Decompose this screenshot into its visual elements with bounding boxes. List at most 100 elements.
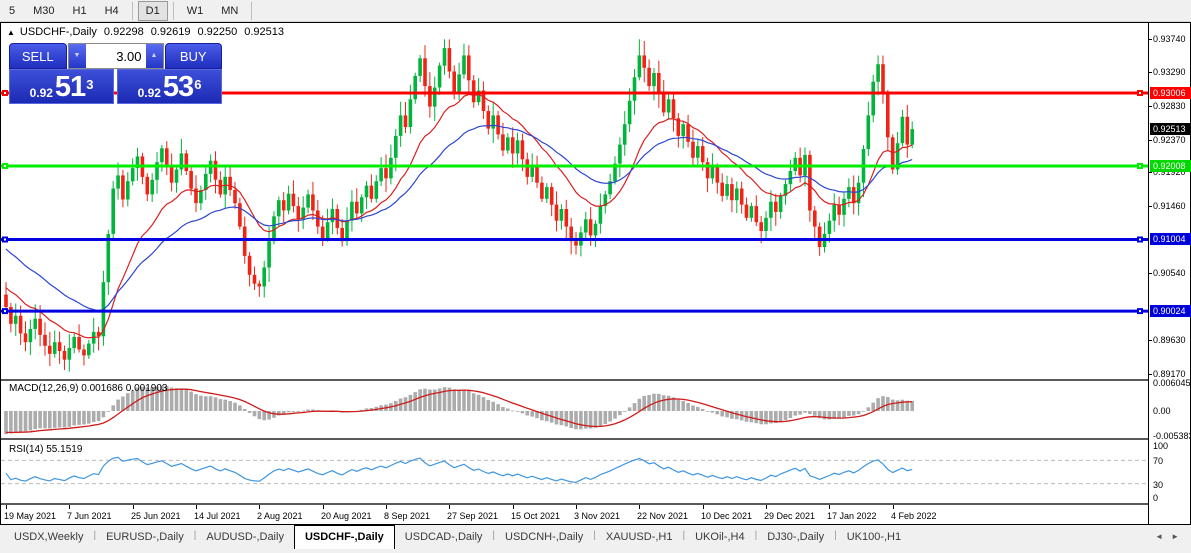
timeframe-button-MN[interactable]: MN [221, 4, 239, 17]
chart-window: 19 May 2021 7 Jun 2021 25 Jun 2021 14 Jul 2… [0, 22, 1191, 525]
tab-scroll-arrows: ◄ ► [1151, 532, 1183, 541]
volume-input[interactable] [85, 44, 146, 68]
date-axis-label: 8 Sep 2021 [384, 511, 431, 521]
date-axis-tick [829, 505, 830, 509]
price-tag-0.92513: 0.92513 [1150, 123, 1191, 135]
tab-uk100-h1[interactable]: UK100-,H1 [846, 531, 902, 543]
price-axis-label: 0.89170 [1153, 369, 1186, 379]
sell-price-box[interactable]: 0.92 51 3 [9, 69, 114, 104]
date-axis-tick [69, 505, 70, 509]
price-axis[interactable]: 0.93740 0.93290 0.92830 0.92370 0.91920 0.914… [1148, 23, 1191, 524]
toolbar-separator [172, 1, 174, 20]
rsi-axis-label: 70 [1153, 456, 1164, 466]
tab-scroll-left-icon[interactable]: ◄ [1155, 532, 1164, 541]
main-chart-svg[interactable] [1, 23, 1148, 379]
pane-separator[interactable] [1, 438, 1148, 440]
timeframe-button-H1[interactable]: H1 [72, 4, 87, 17]
date-axis-tick [893, 505, 894, 509]
date-axis-label: 15 Oct 2021 [511, 511, 561, 521]
plot-region[interactable]: 19 May 2021 7 Jun 2021 25 Jun 2021 14 Jul 2… [1, 23, 1148, 524]
tab-audusd-daily[interactable]: AUDUSD-,Daily [206, 531, 284, 543]
pane-separator[interactable] [1, 379, 1148, 381]
macd-label: MACD(12,26,9) 0.001686 0.001903 [9, 383, 167, 394]
price-axis-tick [1149, 273, 1152, 274]
date-axis[interactable]: 19 May 2021 7 Jun 2021 25 Jun 2021 14 Jul 2… [1, 505, 1148, 524]
macd-main-value: 0.001686 [81, 383, 123, 394]
toolbar-separator [131, 1, 133, 20]
tab-separator: | [682, 530, 686, 541]
date-axis-label: 29 Dec 2021 [764, 511, 816, 521]
rsi-axis-label: 30 [1153, 480, 1164, 490]
macd-axis-label: 0.00 [1153, 406, 1171, 416]
timeframe-button-5[interactable]: 5 [9, 4, 16, 17]
timeframe-button-D1[interactable]: D1 [137, 0, 168, 21]
tab-usdchf-daily[interactable]: USDCHF-,Daily [293, 525, 395, 549]
tab-separator: | [193, 530, 197, 541]
tab-usdcnh-daily[interactable]: USDCNH-,Daily [505, 531, 584, 543]
ohlc-low: 0.92250 [197, 26, 238, 38]
date-axis-tick [196, 505, 197, 509]
tab-separator: | [593, 530, 596, 541]
date-axis-label: 14 Jul 2021 [194, 511, 241, 521]
date-axis-tick [703, 505, 704, 509]
timeframe-button-M30[interactable]: M30 [33, 4, 55, 17]
tab-usdcad-daily[interactable]: USDCAD-,Daily [404, 531, 483, 543]
timeframe-button-H4[interactable]: H4 [104, 4, 119, 17]
chart-title-row: ▲ USDCHF-,Daily 0.92298 0.92619 0.92250 0.925… [7, 26, 284, 38]
price-axis-tick [1149, 374, 1152, 375]
price-axis-label: 0.92370 [1153, 135, 1186, 145]
date-axis-label: 10 Dec 2021 [701, 511, 753, 521]
rsi-pane-svg[interactable] [1, 441, 1148, 503]
moving-average-16[interactable] [5, 93, 913, 339]
date-axis-tick [513, 505, 514, 509]
price-tag-0.92008: 0.92008 [1150, 160, 1191, 172]
moving-average-34[interactable] [5, 124, 913, 312]
tab-ukoil-h4[interactable]: UKOil-,H4 [695, 531, 745, 543]
price-axis-label: 0.92830 [1153, 101, 1186, 111]
date-axis-tick [449, 505, 450, 509]
price-axis-tick [1149, 106, 1152, 107]
date-axis-label: 27 Sep 2021 [447, 511, 499, 521]
price-axis-label: 0.93290 [1153, 67, 1186, 77]
buy-button[interactable]: BUY [164, 43, 222, 69]
macd-name: MACD(12,26,9) [9, 383, 79, 394]
sell-button[interactable]: SELL [9, 43, 67, 69]
date-axis-label: 25 Jun 2021 [131, 511, 181, 521]
hline-0.92008[interactable] [1, 163, 1148, 169]
macd-pane-svg[interactable] [1, 381, 1148, 438]
volume-decrease-icon[interactable]: ▼ [68, 44, 86, 68]
date-axis-tick [6, 505, 7, 509]
sell-price-sup: 3 [86, 77, 94, 92]
date-axis-label: 3 Nov 2021 [574, 511, 621, 521]
date-axis-label: 22 Nov 2021 [637, 511, 689, 521]
tab-eurusd-daily[interactable]: EURUSD-,Daily [106, 531, 184, 543]
tab-separator: | [834, 530, 837, 541]
tab-scroll-right-icon[interactable]: ► [1171, 532, 1179, 541]
date-axis-label: 20 Aug 2021 [321, 511, 372, 521]
collapse-chart-icon[interactable]: ▲ [7, 28, 15, 37]
price-axis-tick [1149, 206, 1152, 207]
date-axis-tick [259, 505, 260, 509]
rsi-value: 55.1519 [46, 444, 83, 455]
timeframe-button-W1[interactable]: W1 [186, 4, 204, 17]
buy-price-box[interactable]: 0.92 53 6 [117, 69, 222, 104]
pane-separator[interactable] [1, 503, 1148, 505]
volume-increase-icon[interactable]: ▲ [145, 44, 163, 68]
tab-separator: | [93, 530, 97, 541]
hline-0.90024[interactable] [1, 308, 1148, 315]
price-tag-0.91004: 0.91004 [1150, 233, 1191, 245]
tab-dj30-daily[interactable]: DJ30-,Daily [767, 531, 825, 543]
price-axis-label: 0.91460 [1153, 201, 1186, 211]
tab-usdx-weekly[interactable]: USDX,Weekly [14, 531, 84, 543]
ohlc-open: 0.92298 [103, 26, 144, 38]
date-axis-label: 2 Aug 2021 [257, 511, 303, 521]
ohlc-close: 0.92513 [244, 26, 284, 38]
hline-0.91004[interactable] [1, 236, 1148, 243]
volume-spinner: ▼ ▲ [67, 43, 164, 69]
price-axis-tick [1149, 72, 1152, 73]
date-axis-label: 4 Feb 2022 [891, 511, 937, 521]
date-axis-tick [386, 505, 387, 509]
ohlc-high: 0.92619 [150, 26, 191, 38]
tab-xauusd-h1[interactable]: XAUUSD-,H1 [605, 531, 673, 543]
